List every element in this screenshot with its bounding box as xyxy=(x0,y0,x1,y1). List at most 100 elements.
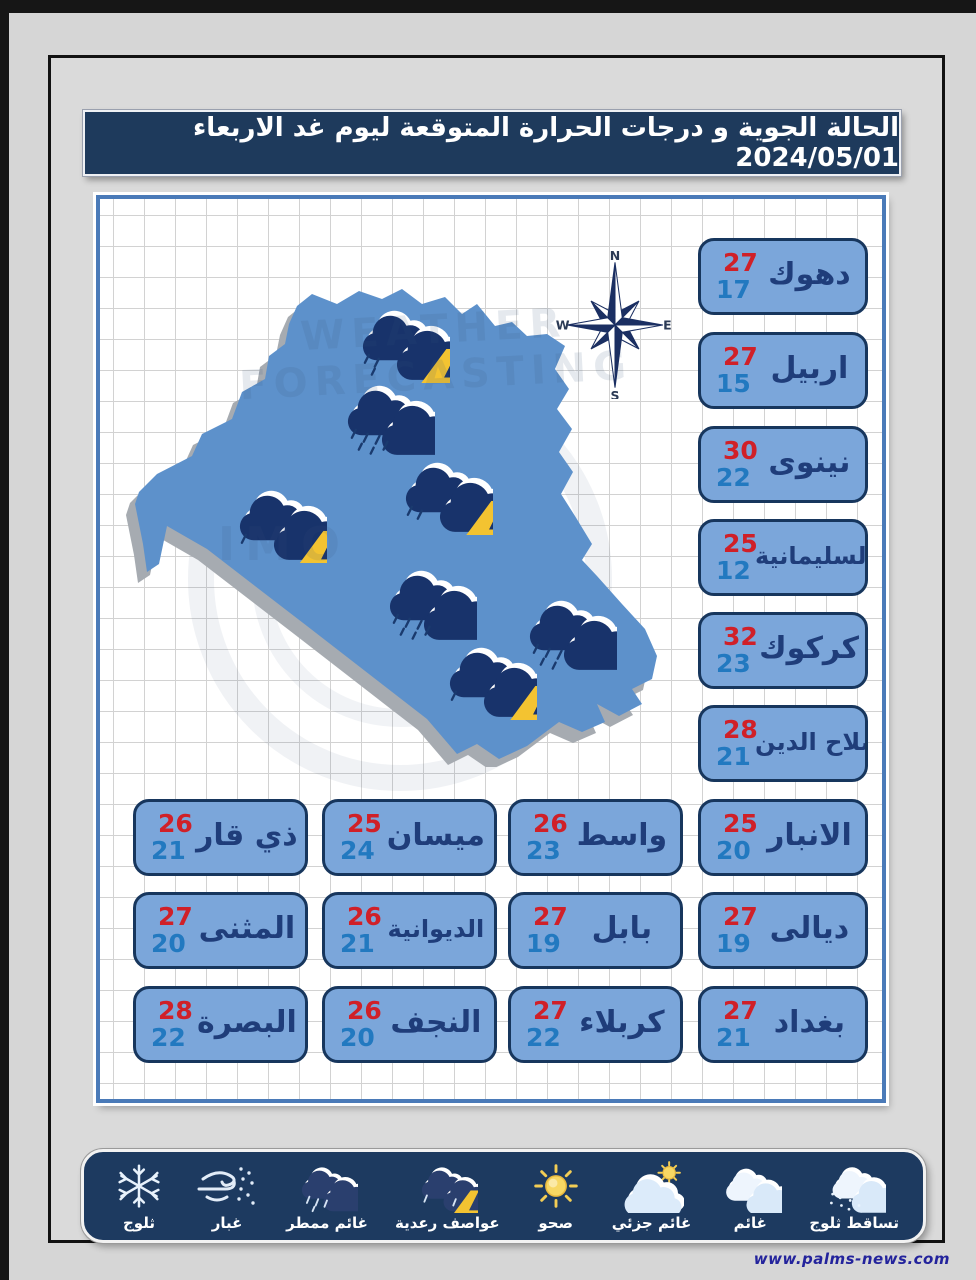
low-temp: 12 xyxy=(716,555,751,585)
legend-label: غائم جزئي xyxy=(611,1214,692,1232)
high-temp: 28 xyxy=(158,996,193,1026)
low-temp: 23 xyxy=(526,835,561,865)
high-temp: 25 xyxy=(347,809,382,839)
high-temp: 25 xyxy=(723,809,758,839)
high-temp: 28 xyxy=(723,715,758,745)
city-card-basra: 28 22 البصرة xyxy=(133,986,308,1063)
low-temp: 22 xyxy=(526,1022,561,1052)
thunderstorm-icon xyxy=(442,634,537,720)
legend-item-cloudy: غائم xyxy=(718,1159,782,1232)
city-card-baghdad: 27 21 بغداد xyxy=(698,986,868,1063)
city-card-karbala: 27 22 كربلاء xyxy=(508,986,683,1063)
city-name: البصرة xyxy=(197,1005,297,1040)
sun-icon xyxy=(533,1164,578,1208)
low-temp: 22 xyxy=(151,1022,186,1052)
city-name: الانبار xyxy=(767,818,852,853)
city-name: الديوانية xyxy=(387,914,485,943)
high-temp: 26 xyxy=(347,902,382,932)
compass-s-label: S xyxy=(610,388,619,399)
low-temp: 21 xyxy=(716,1022,751,1052)
low-temp: 22 xyxy=(716,462,751,492)
city-card-kirkuk: 32 23 كركوك xyxy=(698,612,868,689)
low-temp: 21 xyxy=(151,835,186,865)
city-name: بابل xyxy=(591,911,653,946)
iraq-map-shape xyxy=(126,289,657,767)
high-temp: 30 xyxy=(723,436,758,466)
thunderstorm-icon xyxy=(398,449,493,535)
low-temp: 20 xyxy=(340,1022,375,1052)
snowfall-icon xyxy=(830,1159,886,1213)
high-temp: 26 xyxy=(158,809,193,839)
city-card-sulaymaniyah: 25 12 السليمانية xyxy=(698,519,868,596)
city-card-duhok: 27 17 دهوك xyxy=(698,238,868,315)
low-temp: 19 xyxy=(716,928,751,958)
page-title: الحالة الجوية و درجات الحرارة المتوقعة ل… xyxy=(192,113,899,173)
city-card-maysan: 25 24 ميسان xyxy=(322,799,497,876)
thunderstorm-icon xyxy=(232,477,327,563)
legend-item-clear: صحو xyxy=(527,1159,585,1232)
compass-w-label: W xyxy=(556,318,570,333)
high-temp: 27 xyxy=(533,902,568,932)
snowflake-icon xyxy=(118,1164,160,1208)
city-card-diwaniyah: 26 21 الديوانية xyxy=(322,892,497,969)
legend-item-thunderstorm: عواصف رعدية xyxy=(395,1159,500,1232)
rain-clouds-icon xyxy=(382,557,477,643)
high-temp: 27 xyxy=(723,248,758,278)
rain-clouds-icon xyxy=(340,372,435,458)
outer-border-left xyxy=(0,0,9,1280)
legend-item-snowfall: تساقط ثلوج xyxy=(809,1159,899,1232)
city-name: واسط xyxy=(576,818,668,853)
legend-item-rainy: غائم ممطر xyxy=(286,1159,368,1232)
city-name: السليمانية xyxy=(755,541,868,570)
outer-frame: الحالة الجوية و درجات الحرارة المتوقعة ل… xyxy=(48,55,945,1243)
city-name: النجف xyxy=(390,1005,482,1040)
low-temp: 24 xyxy=(340,835,375,865)
city-name: نينوى xyxy=(768,445,851,480)
footer-url: www.palms-news.com xyxy=(753,1250,950,1268)
legend-label: صحو xyxy=(538,1214,574,1232)
legend-label: غائم xyxy=(733,1214,767,1232)
city-card-anbar: 25 20 الانبار xyxy=(698,799,868,876)
legend-bar: ثلوج غبار xyxy=(81,1149,926,1243)
city-card-muthanna: 27 20 المثنى xyxy=(133,892,308,969)
city-name: ديالى xyxy=(769,911,850,946)
iraq-map xyxy=(117,287,667,767)
cloudy-icon xyxy=(718,1159,782,1213)
city-card-babil: 27 19 بابل xyxy=(508,892,683,969)
legend-item-snow: ثلوج xyxy=(110,1161,168,1232)
rain-clouds-icon xyxy=(522,587,617,673)
high-temp: 27 xyxy=(723,902,758,932)
high-temp: 25 xyxy=(723,529,758,559)
city-card-najaf: 26 20 النجف xyxy=(322,986,497,1063)
high-temp: 26 xyxy=(347,996,382,1026)
title-bar: الحالة الجوية و درجات الحرارة المتوقعة ل… xyxy=(83,110,901,176)
compass-rose: N E S W xyxy=(556,251,672,399)
outer-border-top xyxy=(0,0,976,13)
high-temp: 27 xyxy=(158,902,193,932)
legend-label: ثلوج xyxy=(123,1214,155,1232)
city-name: ميسان xyxy=(386,818,485,853)
high-temp: 27 xyxy=(723,342,758,372)
low-temp: 20 xyxy=(716,835,751,865)
low-temp: 20 xyxy=(151,928,186,958)
city-name: كربلاء xyxy=(579,1005,665,1040)
city-card-wasit: 26 23 واسط xyxy=(508,799,683,876)
city-card-erbil: 27 15 اربيل xyxy=(698,332,868,409)
high-temp: 27 xyxy=(723,996,758,1026)
wind-dust-icon xyxy=(197,1167,255,1205)
low-temp: 15 xyxy=(716,368,751,398)
low-temp: 23 xyxy=(716,648,751,678)
city-card-nineveh: 30 22 نينوى xyxy=(698,426,868,503)
city-card-dhiqar: 26 21 ذي قار xyxy=(133,799,308,876)
city-name: صلاح الدين xyxy=(755,727,865,756)
city-name: كركوك xyxy=(759,631,859,666)
high-temp: 27 xyxy=(533,996,568,1026)
city-name: المثنى xyxy=(198,911,296,946)
partly-cloudy-icon xyxy=(618,1161,684,1213)
legend-label: تساقط ثلوج xyxy=(809,1214,899,1232)
low-temp: 21 xyxy=(716,741,751,771)
city-card-diyala: 27 19 ديالى xyxy=(698,892,868,969)
high-temp: 32 xyxy=(723,622,758,652)
